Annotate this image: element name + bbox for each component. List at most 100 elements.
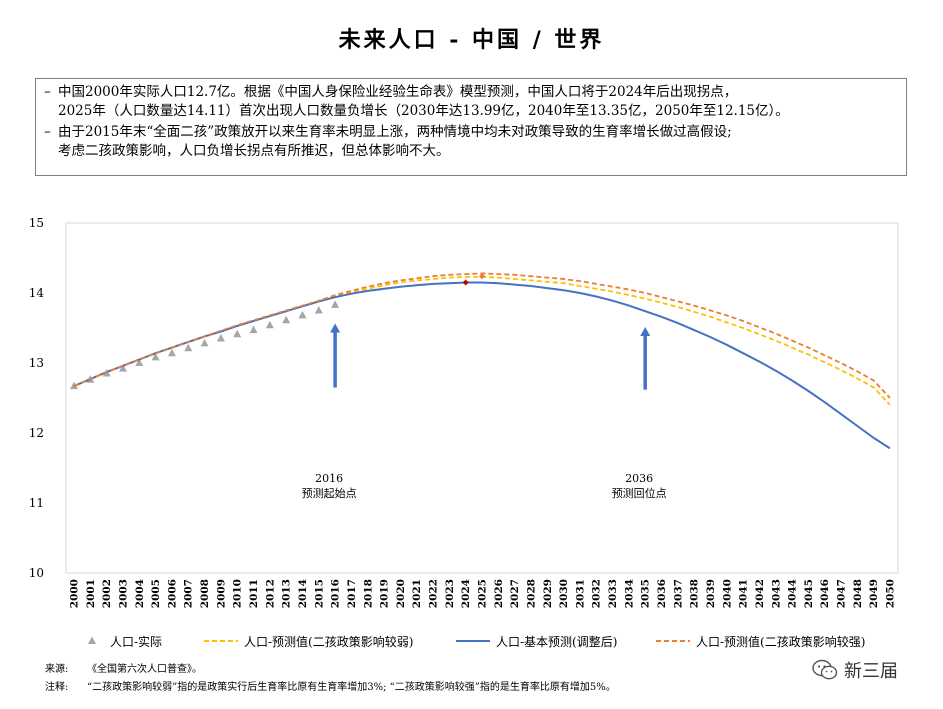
actual-point (216, 334, 225, 342)
note-line: 中国2000年实际人口12.7亿。根据《中国人身保险业经验生命表》模型预测，中国… (58, 84, 738, 100)
source-text: 《全国第六次人口普查》。 (87, 664, 202, 675)
x-tick-label: 2025 (477, 579, 489, 608)
annotation-2036-arrow-head (640, 327, 651, 336)
legend-label-2: 人口-基本预测(调整后) (496, 634, 617, 649)
x-tick-label: 2030 (558, 579, 570, 608)
series-line-3 (73, 272, 891, 399)
annotation-2016-label: 预测起始点 (302, 486, 357, 500)
note-line: 由于2015年末“全面二孩”政策放开以来生育率未明显上涨，两种情境中均未对政策导… (58, 124, 732, 140)
x-tick-label: 2026 (493, 579, 505, 608)
x-tick-label: 2010 (232, 579, 244, 608)
x-tick-label: 2008 (199, 579, 211, 608)
x-tick-label: 2016 (330, 579, 342, 608)
x-tick-label: 2032 (591, 579, 603, 608)
x-tick-label: 2034 (623, 579, 635, 608)
series-line-1 (73, 276, 891, 406)
actual-point (135, 358, 144, 366)
x-tick-label: 2035 (640, 579, 652, 608)
note-line: 2025年（人口数量达14.11）首次出现人口数量负增长（2030年达13.99… (58, 103, 789, 119)
annotation-2036-year: 2036 (625, 472, 653, 485)
x-tick-label: 2019 (379, 579, 391, 608)
x-tick-label: 2037 (672, 579, 684, 608)
legend-swatch-0 (88, 636, 96, 644)
note-bullet: – (44, 84, 51, 100)
x-tick-label: 2027 (509, 579, 521, 608)
x-tick-label: 2014 (297, 579, 309, 608)
brand: 新三届 (812, 657, 898, 683)
source-label: 来源: (45, 664, 69, 675)
x-tick-label: 2001 (85, 579, 97, 608)
note-text: “二孩政策影响较弱”指的是政策实行后生育率比原有生育率增加3%; “二孩政策影响… (87, 682, 616, 693)
actual-point (282, 315, 291, 324)
note-label: 注释: (45, 682, 69, 693)
footer-note: 注释: “二孩政策影响较弱”指的是政策实行后生育率比原有生育率增加3%; “二孩政… (45, 678, 616, 693)
annotation-2016-year: 2016 (315, 472, 343, 485)
population-chart: 10 11 12 13 14 15 2000 2001 2002 2003 2004 2005 2006… (29, 216, 899, 649)
x-tick-label: 2029 (542, 579, 554, 608)
x-tick-label: 2007 (183, 579, 195, 608)
y-tick-label: 13 (29, 356, 44, 370)
x-tick-label: 2047 (836, 579, 848, 608)
legend-label-3: 人口-预测值(二孩政策影响较强) (696, 634, 865, 649)
wechat-icon (812, 659, 838, 680)
x-tick-label: 2022 (428, 579, 440, 608)
x-tick-label: 2006 (166, 579, 178, 608)
actual-point (151, 352, 160, 361)
plot-area (65, 222, 899, 574)
y-tick-label: 11 (29, 496, 44, 510)
peak-strong (479, 273, 485, 280)
y-tick-label: 14 (29, 286, 45, 300)
actual-point (298, 310, 307, 319)
x-tick-label: 2033 (607, 579, 619, 608)
x-tick-label: 2009 (215, 579, 227, 608)
actual-point (249, 325, 258, 334)
x-tick-label: 2004 (134, 579, 146, 608)
actual-point (118, 364, 127, 372)
x-tick-label: 2044 (787, 579, 799, 608)
actual-point (184, 343, 193, 352)
x-tick-label: 2028 (525, 579, 537, 608)
x-tick-label: 2024 (460, 579, 472, 608)
x-tick-label: 2012 (264, 579, 276, 608)
x-tick-label: 2050 (885, 579, 897, 608)
x-tick-label: 2021 (411, 579, 423, 608)
page-title: 未来人口 - 中国 / 世界 (338, 27, 605, 53)
series-line-2 (73, 281, 891, 450)
actual-point (200, 338, 209, 347)
annotation-2036-label: 预测回位点 (612, 486, 667, 500)
note-1: – 中国2000年实际人口12.7亿。根据《中国人身保险业经验生命表》模型预测，… (44, 83, 898, 121)
x-tick-label: 2041 (738, 579, 750, 608)
y-tick-label: 10 (29, 566, 44, 580)
brand-text: 新三届 (844, 661, 898, 682)
notes-box: – 中国2000年实际人口12.7亿。根据《中国人身保险业经验生命表》模型预测，… (35, 78, 907, 176)
x-tick-label: 2038 (689, 579, 701, 608)
actual-point (167, 348, 176, 357)
note-line: 考虑二孩政策影响，人口负增长拐点有所推迟，但总体影响不大。 (58, 143, 450, 159)
x-tick-label: 2000 (69, 579, 81, 608)
legend-label-1: 人口-预测值(二孩政策影响较弱) (244, 634, 413, 649)
x-tick-label: 2017 (346, 579, 358, 608)
note-bullet: – (44, 124, 51, 140)
x-tick-label: 2039 (705, 579, 717, 608)
x-tick-label: 2046 (819, 579, 831, 608)
actual-point (233, 329, 242, 338)
x-tick-label: 2048 (852, 579, 864, 608)
y-tick-label: 15 (29, 216, 44, 230)
y-tick-label: 12 (29, 426, 44, 440)
actual-point (265, 320, 274, 329)
x-tick-label: 2018 (362, 579, 374, 608)
x-tick-label: 2036 (656, 579, 668, 608)
x-tick-label: 2005 (150, 579, 162, 608)
x-tick-label: 2020 (395, 579, 407, 608)
x-tick-label: 2023 (444, 579, 456, 608)
footer-source: 来源: 《全国第六次人口普查》。 (45, 660, 202, 675)
x-tick-label: 2011 (248, 579, 260, 608)
x-tick-label: 2003 (117, 579, 129, 608)
legend-label-0: 人口-实际 (110, 634, 162, 649)
actual-point (314, 306, 323, 314)
x-tick-label: 2043 (770, 579, 782, 608)
x-tick-label: 2013 (281, 579, 293, 608)
x-tick-label: 2031 (574, 579, 586, 608)
x-tick-label: 2002 (101, 579, 113, 608)
x-tick-label: 2040 (721, 579, 733, 608)
